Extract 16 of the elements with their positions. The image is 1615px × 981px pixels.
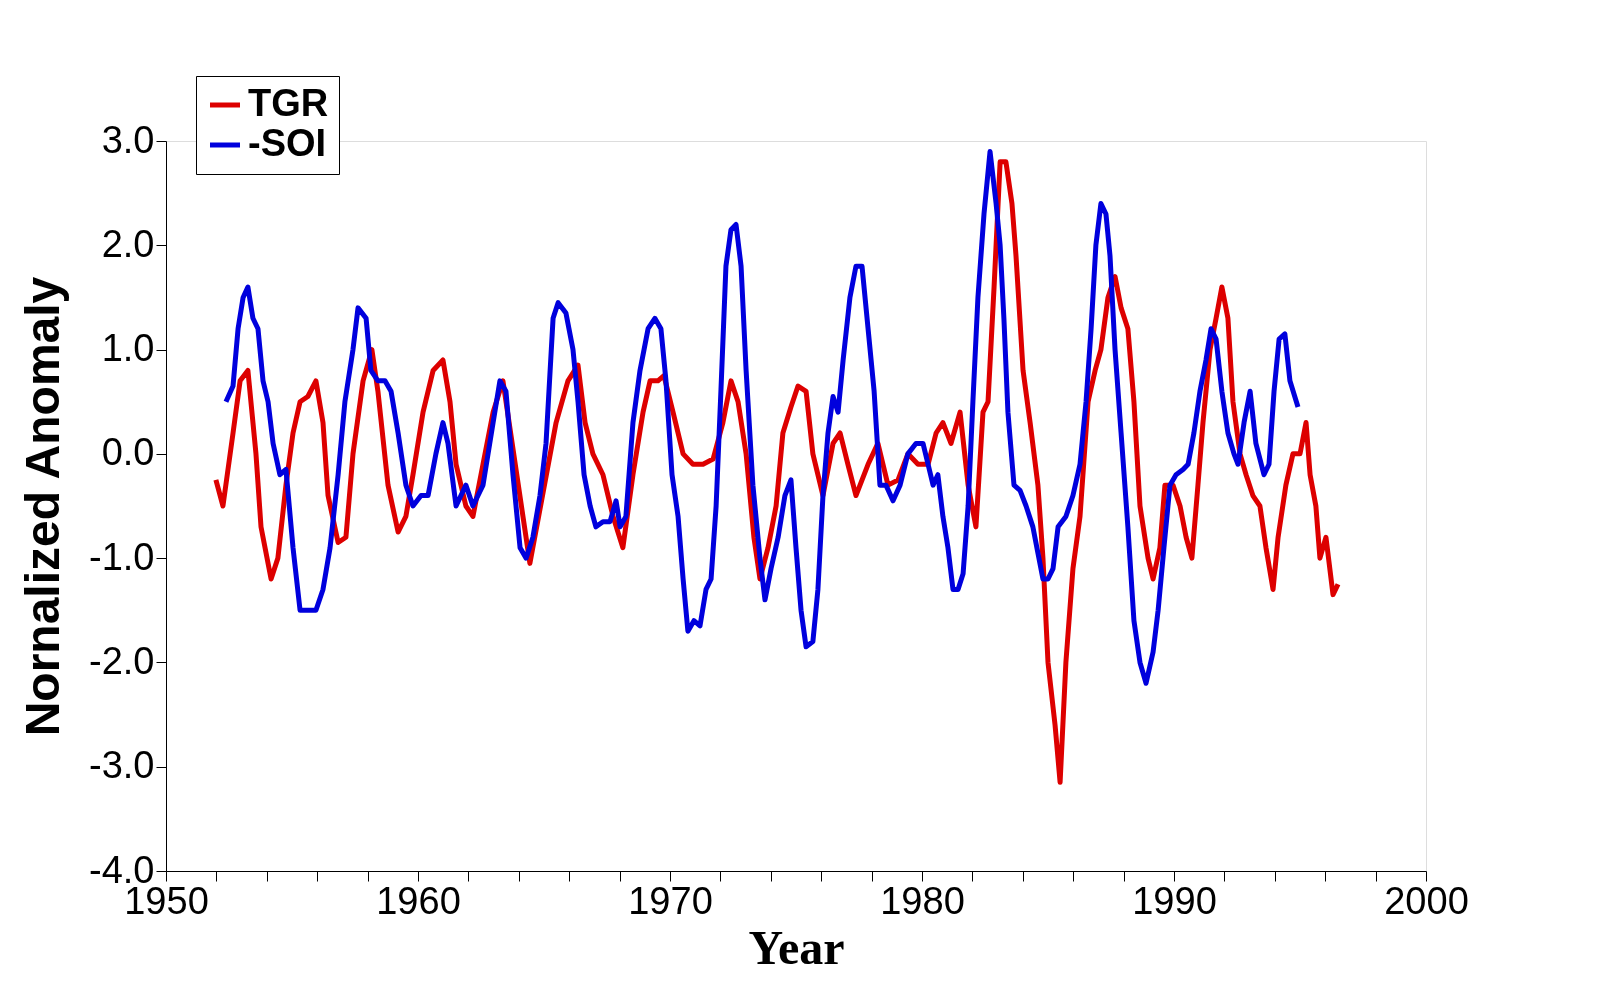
y-tick-label: -1.0 — [89, 535, 155, 578]
x-tick-label: 1970 — [628, 879, 713, 922]
y-tick-label: 0.0 — [101, 431, 155, 474]
y-axis-title: Nornalized Anomaly — [16, 276, 70, 737]
x-tick-label: 1980 — [880, 879, 965, 922]
x-tick-label: 2000 — [1384, 879, 1469, 922]
y-tick-label: -3.0 — [89, 744, 155, 787]
x-tick-label: 1960 — [376, 879, 461, 922]
x-tick-label: 1990 — [1132, 879, 1217, 922]
y-tick-label: 2.0 — [101, 222, 155, 265]
y-tick-label: 3.0 — [101, 118, 155, 161]
legend-label: -SOI — [248, 122, 327, 164]
x-axis-title: Year — [748, 920, 845, 974]
y-tick-label: 1.0 — [101, 327, 155, 370]
legend-label: TGR — [248, 82, 329, 124]
y-tick-label: -2.0 — [89, 639, 155, 682]
